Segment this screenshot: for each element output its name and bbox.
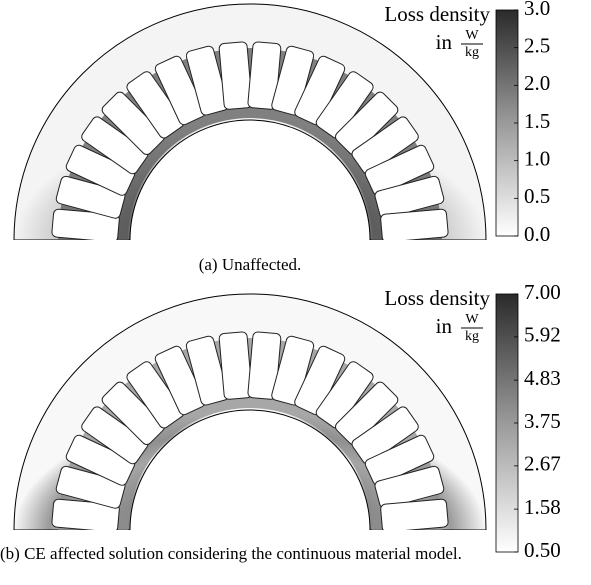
colorbar-tick-label: 1.0 — [524, 146, 550, 170]
slot — [364, 434, 435, 486]
unit-denominator: kg — [465, 329, 479, 344]
slot — [101, 91, 165, 155]
slot — [351, 116, 419, 175]
caption: (b) CE affected solution considering the… — [0, 544, 462, 563]
colorbar-tick-label: 5.92 — [524, 323, 561, 347]
colorbar-title: Loss density — [384, 286, 490, 310]
slot — [101, 381, 165, 445]
colorbar-tick-label: 2.67 — [524, 452, 561, 476]
slot — [51, 498, 120, 530]
slot — [126, 361, 185, 429]
colorbar-tick-label: 0.50 — [524, 538, 561, 562]
unit-denominator: kg — [465, 45, 479, 60]
slot — [294, 345, 346, 416]
stator-plot — [13, 3, 487, 240]
slot — [218, 41, 253, 110]
slot — [185, 335, 229, 406]
slot — [374, 175, 445, 219]
colorbar-tick-label: 7.00 — [524, 280, 561, 304]
stator-plot — [13, 293, 487, 530]
slot — [315, 71, 374, 139]
slot — [81, 116, 149, 175]
slot — [218, 331, 253, 400]
slot — [315, 361, 374, 429]
slot — [65, 144, 136, 196]
colorbar-tick-label: 2.0 — [524, 71, 550, 95]
slot — [247, 41, 282, 110]
colorbar-tick-label: 3.0 — [524, 0, 550, 20]
colorbar-tick-label: 1.58 — [524, 495, 561, 519]
colorbar-tick-label: 0.0 — [524, 222, 550, 246]
slot — [380, 208, 449, 240]
slot — [271, 45, 315, 116]
colorbar-tick-label: 1.5 — [524, 109, 550, 133]
slot — [364, 144, 435, 196]
slot — [51, 208, 120, 240]
colorbar-tick-label: 0.5 — [524, 184, 550, 208]
slot — [374, 465, 445, 509]
slot — [294, 55, 346, 126]
unit-prefix: in — [436, 30, 453, 54]
unit-prefix: in — [436, 314, 453, 338]
slot — [247, 331, 282, 400]
slot — [126, 71, 185, 139]
slot — [81, 406, 149, 465]
slot — [185, 45, 229, 116]
unit-numerator: W — [465, 28, 479, 43]
unit-numerator: W — [465, 312, 479, 327]
colorbar-tick-label: 4.83 — [524, 366, 561, 390]
slot — [55, 465, 126, 509]
slot — [335, 91, 399, 155]
slot — [55, 175, 126, 219]
slot — [154, 55, 206, 126]
colorbar-tick-label: 2.5 — [524, 33, 550, 57]
caption: (a) Unaffected. — [198, 255, 302, 274]
colorbar-tick-label: 3.75 — [524, 409, 561, 433]
slot — [65, 434, 136, 486]
slot — [271, 335, 315, 406]
slot — [351, 406, 419, 465]
slot — [380, 498, 449, 530]
slot — [335, 381, 399, 445]
colorbar-title: Loss density — [384, 2, 490, 26]
slot — [154, 345, 206, 416]
